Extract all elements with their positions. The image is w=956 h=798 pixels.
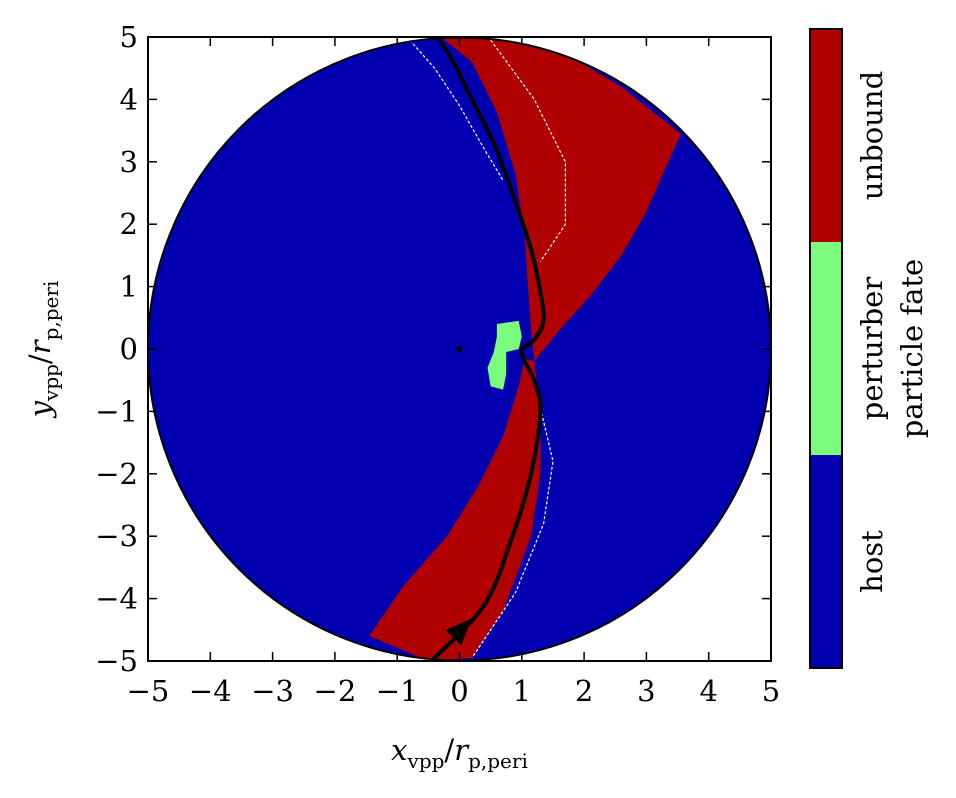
plot-area xyxy=(148,37,771,661)
x-tick-label: −5 xyxy=(127,674,170,708)
colorbar-segment-perturber xyxy=(810,242,842,455)
x-tick-label: 0 xyxy=(450,674,468,708)
unbound-region-lower xyxy=(369,358,541,661)
x-tick-label: 3 xyxy=(637,674,655,708)
capture-streak-3 xyxy=(471,408,554,659)
x-tick-label: −3 xyxy=(251,674,294,708)
y-tick-label: 1 xyxy=(120,270,138,304)
colorbar-label-unbound: unbound xyxy=(855,71,889,200)
colorbar-segment-host xyxy=(810,455,842,668)
axis-ticks xyxy=(147,36,772,662)
colorbar-label-perturber: perturber xyxy=(855,277,889,421)
x-axis-label: xvpp/rp,peri xyxy=(391,733,528,773)
colorbar-segment-unbound xyxy=(810,29,842,242)
perturber-region xyxy=(487,320,522,390)
y-tick-label: 5 xyxy=(120,20,138,54)
x-tick-labels: −5 −4 −3 −2 −1 0 1 2 3 4 5 xyxy=(127,674,781,708)
unbound-region-upper xyxy=(440,37,681,362)
perturber-orbit xyxy=(430,37,546,661)
colorbar-frame xyxy=(809,28,843,669)
y-tick-label: 3 xyxy=(120,145,138,179)
y-tick-label: 0 xyxy=(120,332,138,366)
y-tick-label: 4 xyxy=(120,82,138,116)
x-tick-label: 2 xyxy=(575,674,593,708)
x-tick-label: −2 xyxy=(314,674,357,708)
y-tick-label: −4 xyxy=(95,582,138,616)
x-tick-label: 4 xyxy=(699,674,717,708)
x-tick-label: −1 xyxy=(376,674,419,708)
y-tick-labels: −5 −4 −3 −2 −1 0 1 2 3 4 5 xyxy=(95,20,138,678)
colorbar-label: particle fate xyxy=(895,259,929,438)
x-tick-label: 5 xyxy=(762,674,780,708)
capture-streak-1 xyxy=(409,39,504,181)
y-tick-label: −5 xyxy=(95,644,138,678)
x-tick-label: 1 xyxy=(513,674,531,708)
y-tick-label: −2 xyxy=(95,457,138,491)
host-marker xyxy=(456,346,463,352)
colorbar: host perturber unbound xyxy=(809,28,889,669)
y-axis-label: yvpp/rp,peri xyxy=(23,281,63,420)
x-tick-label: −4 xyxy=(189,674,232,708)
orbit-direction-arrow xyxy=(445,618,472,646)
y-tick-label: 2 xyxy=(120,207,138,241)
y-tick-label: −1 xyxy=(95,394,138,428)
colorbar-label-host: host xyxy=(855,530,889,593)
capture-streak-2 xyxy=(490,39,566,262)
y-tick-label: −3 xyxy=(95,519,138,553)
